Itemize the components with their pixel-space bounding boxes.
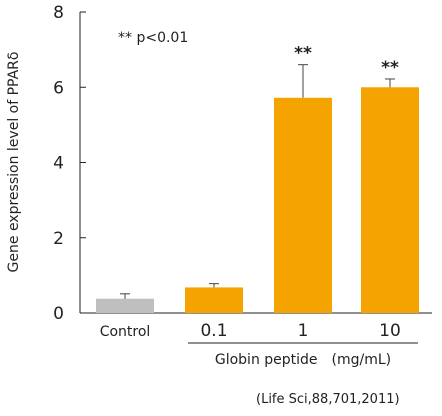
y-tick-label: 0	[53, 304, 64, 324]
y-axis-label: Gene expression level of PPARδ	[6, 52, 22, 273]
x-tick-label: Control	[100, 324, 151, 340]
source-citation: (Life Sci,88,701,2011)	[256, 392, 400, 407]
significance-mark-4: **	[381, 58, 399, 78]
x-tick-label: 10	[379, 321, 401, 341]
significance-annotation: ** p<0.01	[118, 30, 188, 46]
x-tick-label: 1	[298, 321, 309, 341]
bar-1	[96, 298, 154, 313]
bar-3	[274, 97, 332, 313]
bar-4	[361, 87, 419, 313]
y-tick-label: 8	[53, 3, 64, 23]
group-label: Globin peptide (mg/mL)	[215, 352, 391, 368]
significance-mark-3: **	[294, 44, 312, 64]
y-tick-label: 2	[53, 229, 64, 249]
y-tick-label: 6	[53, 78, 64, 98]
bar-2	[185, 287, 243, 313]
x-tick-label: 0.1	[200, 321, 227, 341]
y-tick-label: 4	[53, 154, 64, 174]
